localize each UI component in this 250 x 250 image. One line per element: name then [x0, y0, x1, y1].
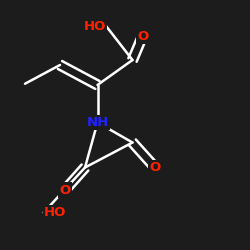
- Text: O: O: [150, 161, 160, 174]
- Text: O: O: [60, 184, 71, 196]
- Text: O: O: [137, 30, 148, 43]
- Text: HO: HO: [44, 206, 66, 219]
- Text: HO: HO: [84, 20, 106, 33]
- Text: NH: NH: [86, 116, 108, 129]
